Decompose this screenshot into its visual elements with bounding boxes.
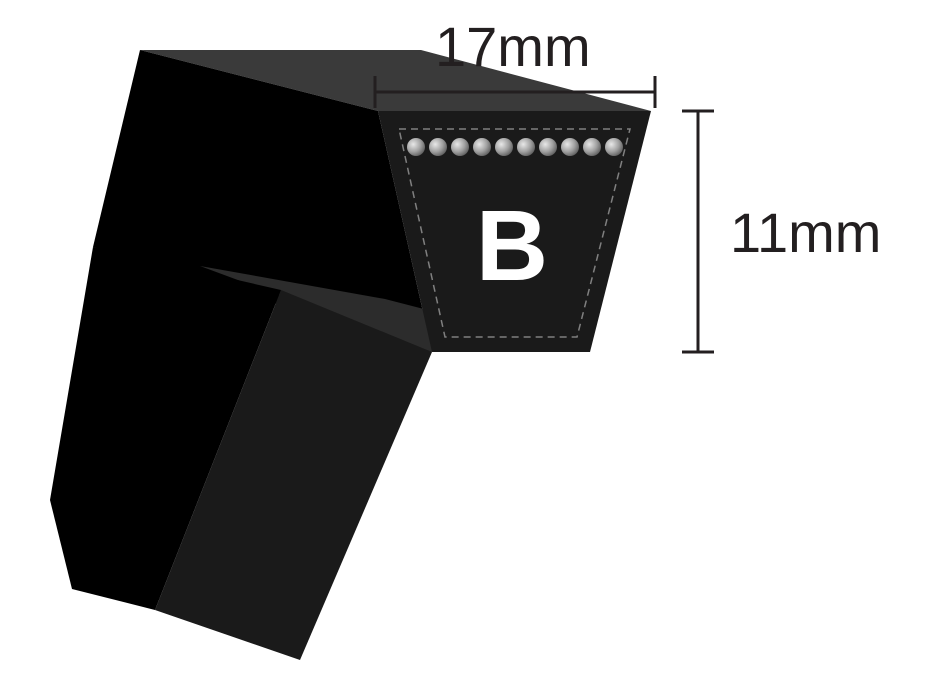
height-bracket — [682, 111, 714, 352]
belt-letter: B — [476, 190, 548, 302]
height-label: 11mm — [730, 200, 881, 265]
belt-diagram: B — [0, 0, 933, 700]
width-label: 17mm — [435, 14, 591, 79]
